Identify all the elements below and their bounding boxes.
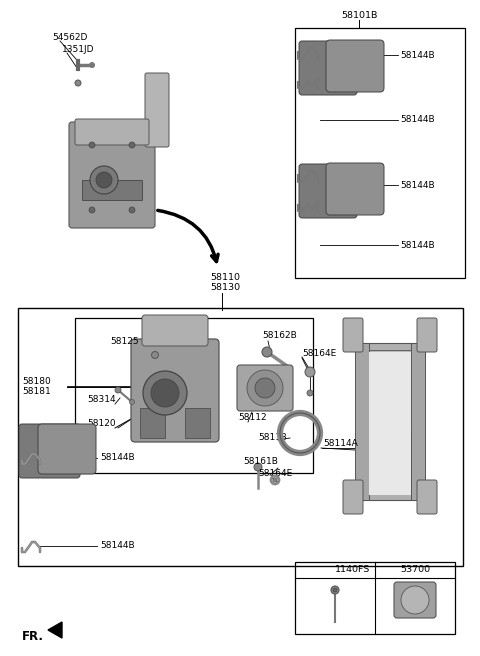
Circle shape <box>129 207 135 213</box>
Bar <box>355 343 425 355</box>
Circle shape <box>96 172 112 188</box>
Text: 58101B: 58101B <box>341 12 377 20</box>
FancyBboxPatch shape <box>69 122 155 228</box>
Text: 58144B: 58144B <box>400 241 434 249</box>
Circle shape <box>333 588 337 592</box>
FancyBboxPatch shape <box>38 424 96 474</box>
Text: 58144B: 58144B <box>100 453 134 462</box>
Text: 58144B: 58144B <box>400 180 434 190</box>
Text: 53700: 53700 <box>400 565 430 575</box>
Text: 58164E: 58164E <box>302 348 336 358</box>
Text: 58144B: 58144B <box>400 115 434 125</box>
Text: 58180: 58180 <box>22 377 51 386</box>
Text: FR.: FR. <box>22 630 44 644</box>
Circle shape <box>130 400 134 405</box>
Circle shape <box>143 371 187 415</box>
Text: 58130: 58130 <box>210 283 240 293</box>
Ellipse shape <box>255 378 275 398</box>
Circle shape <box>307 390 313 396</box>
Bar <box>369 352 411 495</box>
FancyBboxPatch shape <box>394 582 436 618</box>
Text: 58161B: 58161B <box>243 457 278 466</box>
Bar <box>369 350 411 430</box>
Text: 1140FS: 1140FS <box>335 565 370 575</box>
Text: 58125: 58125 <box>110 337 139 346</box>
Text: 58164E: 58164E <box>258 470 292 478</box>
Circle shape <box>89 142 95 148</box>
Bar <box>355 488 425 500</box>
Text: 58120: 58120 <box>87 419 116 428</box>
Ellipse shape <box>247 370 283 406</box>
FancyBboxPatch shape <box>299 41 357 95</box>
FancyBboxPatch shape <box>417 318 437 352</box>
FancyArrowPatch shape <box>158 211 218 262</box>
Text: 58110: 58110 <box>210 272 240 281</box>
Circle shape <box>90 166 118 194</box>
FancyBboxPatch shape <box>299 164 357 218</box>
Polygon shape <box>48 622 62 638</box>
Circle shape <box>152 352 158 358</box>
Circle shape <box>89 62 95 68</box>
Bar <box>295 562 455 634</box>
FancyBboxPatch shape <box>417 480 437 514</box>
Circle shape <box>115 387 121 393</box>
Circle shape <box>305 367 315 377</box>
Text: 58144B: 58144B <box>100 541 134 550</box>
Circle shape <box>89 207 95 213</box>
Circle shape <box>262 347 272 357</box>
FancyBboxPatch shape <box>131 339 219 442</box>
Circle shape <box>129 142 135 148</box>
FancyBboxPatch shape <box>237 365 293 411</box>
Circle shape <box>273 478 277 482</box>
FancyBboxPatch shape <box>75 119 149 145</box>
FancyBboxPatch shape <box>326 40 384 92</box>
Bar <box>75 318 313 473</box>
Text: 58181: 58181 <box>22 386 51 396</box>
Bar <box>18 308 463 566</box>
Text: 58162B: 58162B <box>262 331 297 340</box>
Bar <box>355 343 369 500</box>
FancyBboxPatch shape <box>19 424 80 478</box>
Circle shape <box>181 318 189 326</box>
FancyBboxPatch shape <box>142 315 208 346</box>
Bar <box>411 343 425 500</box>
Circle shape <box>331 586 339 594</box>
Circle shape <box>151 379 179 407</box>
Bar <box>82 180 142 200</box>
Text: 58144B: 58144B <box>400 51 434 60</box>
Circle shape <box>254 463 262 471</box>
Circle shape <box>183 320 187 324</box>
Text: 54562D: 54562D <box>52 33 87 43</box>
Circle shape <box>75 80 81 86</box>
Circle shape <box>159 373 165 377</box>
Ellipse shape <box>401 586 429 614</box>
Bar <box>295 28 465 278</box>
Text: 58163B: 58163B <box>162 316 197 325</box>
FancyBboxPatch shape <box>343 318 363 352</box>
Text: 58113: 58113 <box>258 434 287 443</box>
Text: 1351JD: 1351JD <box>62 45 95 54</box>
FancyBboxPatch shape <box>145 73 169 147</box>
Bar <box>185 408 210 438</box>
Text: 58314: 58314 <box>87 396 116 405</box>
Text: 58112: 58112 <box>238 413 266 422</box>
Bar <box>140 408 165 438</box>
FancyBboxPatch shape <box>343 480 363 514</box>
Text: 58114A: 58114A <box>323 440 358 449</box>
FancyBboxPatch shape <box>326 163 384 215</box>
